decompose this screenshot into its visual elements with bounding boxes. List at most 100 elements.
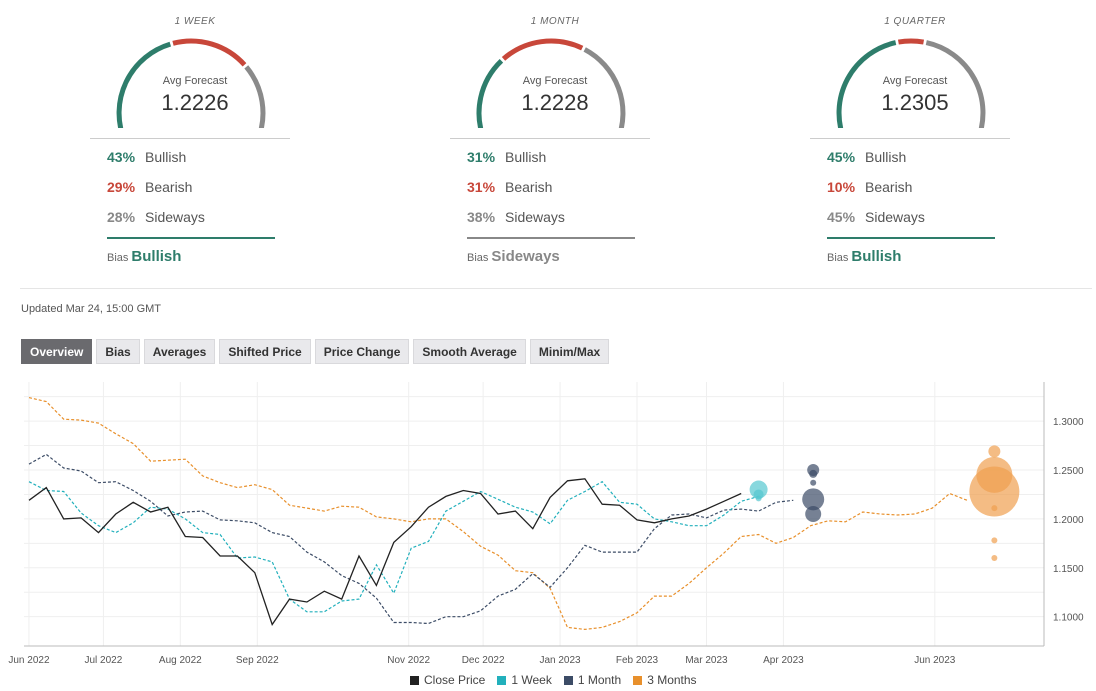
gauge-arc-sideways <box>925 40 986 128</box>
forecast-bubble-3-months <box>991 505 998 512</box>
x-tick-label: Nov 2022 <box>387 655 430 666</box>
bias-value: Bullish <box>131 248 182 265</box>
gauge-arc <box>476 38 626 128</box>
x-tick-label: Aug 2022 <box>159 655 202 666</box>
updated-timestamp: Updated Mar 24, 15:00 GMT <box>21 303 162 315</box>
tab-price-change[interactable]: Price Change <box>314 339 410 364</box>
stat-row-sideways: 28% Sideways <box>107 209 205 225</box>
bias-word: Bias <box>827 252 849 264</box>
gauge-arc-bearish <box>501 38 584 61</box>
forecast-bubble-3-months <box>991 555 998 561</box>
gauge-arc-bearish <box>897 38 925 45</box>
bias-row: Bias Sideways <box>467 248 560 266</box>
bullish-label: Bullish <box>145 149 187 165</box>
legend-label-1-month: 1 Month <box>577 673 622 687</box>
forecast-chart: 1.1000 1.1500 1.2000 1.2500 1.3000 Jun 2022 Ju… <box>8 382 1084 666</box>
sideways-pct: 45% <box>827 209 856 225</box>
bullish-label: Bullish <box>865 149 907 165</box>
gauge-arc <box>116 38 266 128</box>
bearish-pct: 29% <box>107 179 136 195</box>
sideways-pct: 38% <box>467 209 496 225</box>
gauge-value: 1.2226 <box>161 90 229 115</box>
stat-row-sideways: 45% Sideways <box>827 209 925 225</box>
forecast-bubble-1-month <box>810 479 817 486</box>
tab-minim-max[interactable]: Minim/Max <box>529 339 610 364</box>
legend-label-close-price: Close Price <box>424 673 486 687</box>
gauge-arc <box>836 38 986 128</box>
chart-legend: Close Price 1 Week 1 Month 3 Months <box>410 673 697 687</box>
tab-smooth-average[interactable]: Smooth Average <box>413 339 526 364</box>
stat-row-bearish: 31% Bearish <box>467 179 552 195</box>
bias-value: Sideways <box>491 248 560 265</box>
x-tick-label: Jan 2023 <box>539 655 581 666</box>
gauge-arc-bullish <box>476 58 504 128</box>
stat-row-bullish: 43% Bullish <box>107 149 186 165</box>
legend-label-3-months: 3 Months <box>647 673 697 687</box>
forecast-bubble-1-month <box>802 488 825 511</box>
bullish-pct: 31% <box>467 149 496 165</box>
series-line-close-price <box>28 478 742 626</box>
gauge-arc-sideways <box>583 47 626 128</box>
x-tick-label: Mar 2023 <box>685 655 728 666</box>
stat-row-bearish: 29% Bearish <box>107 179 192 195</box>
legend-swatch-1-week <box>497 675 507 685</box>
forecast-bubble-1-week <box>755 495 762 502</box>
legend-item-1-month[interactable]: 1 Month <box>563 673 622 687</box>
forecast-bubble-3-months <box>969 466 1020 517</box>
y-tick-label: 1.2500 <box>1053 466 1084 477</box>
y-tick-label: 1.1000 <box>1053 613 1084 624</box>
bullish-label: Bullish <box>505 149 547 165</box>
gauge-label: Avg Forecast <box>882 75 948 87</box>
bias-value: Bullish <box>851 248 902 265</box>
tab-bias[interactable]: Bias <box>96 339 140 364</box>
forecast-bubble-1-month <box>805 506 822 522</box>
sideways-pct: 28% <box>107 209 136 225</box>
series-line-1-week <box>28 480 759 613</box>
legend-item-close-price[interactable]: Close Price <box>410 673 485 687</box>
bias-row: Bias Bullish <box>107 248 181 266</box>
bias-word: Bias <box>107 252 129 264</box>
gauge-period: 1 MONTH <box>530 16 580 27</box>
forecast-bubble-1-month <box>809 469 818 478</box>
legend-swatch-close-price <box>410 675 419 685</box>
bearish-label: Bearish <box>145 179 193 195</box>
bias-word: Bias <box>467 252 489 264</box>
legend-swatch-3-months <box>633 675 643 685</box>
tab-averages[interactable]: Averages <box>143 339 216 364</box>
gauge-period: 1 WEEK <box>174 16 216 27</box>
legend-label-1-week: 1 Week <box>511 673 552 687</box>
x-tick-label: Dec 2022 <box>462 655 505 666</box>
stat-row-bearish: 10% Bearish <box>827 179 912 195</box>
sideways-label: Sideways <box>865 209 925 225</box>
gauge-arc-sideways <box>244 65 266 128</box>
legend-item-3-months[interactable]: 3 Months <box>633 673 697 687</box>
sideways-label: Sideways <box>505 209 565 225</box>
gauge-value: 1.2228 <box>521 90 589 115</box>
stat-row-bullish: 45% Bullish <box>827 149 906 165</box>
bias-underline <box>827 237 995 239</box>
bias-underline <box>107 237 275 239</box>
y-tick-label: 1.2000 <box>1053 515 1084 526</box>
bullish-pct: 43% <box>107 149 136 165</box>
x-tick-label: Jun 2022 <box>8 655 50 666</box>
legend-item-1-week[interactable]: 1 Week <box>497 673 552 687</box>
tab-overview[interactable]: Overview <box>21 339 93 364</box>
chart-tabs: Overview Bias Averages Shifted Price Pri… <box>21 339 610 364</box>
stat-row-bullish: 31% Bullish <box>467 149 546 165</box>
forecast-bubble-3-months <box>991 537 998 544</box>
gauge-arc-bearish <box>172 38 247 67</box>
section-divider <box>20 288 1092 289</box>
stat-row-sideways: 38% Sideways <box>467 209 565 225</box>
x-tick-label: Feb 2023 <box>616 655 659 666</box>
forecast-bubble-3-months <box>988 445 1001 458</box>
bearish-pct: 10% <box>827 179 856 195</box>
tab-shifted-price[interactable]: Shifted Price <box>219 339 311 364</box>
gauge-divider <box>450 138 650 139</box>
x-tick-label: Jul 2022 <box>85 655 123 666</box>
gauge-arc-bullish <box>836 40 897 128</box>
bias-row: Bias Bullish <box>827 248 901 266</box>
gauge-period: 1 QUARTER <box>884 16 946 27</box>
legend-swatch-1-month <box>563 675 573 685</box>
gauge-divider <box>90 138 290 139</box>
gauge-label: Avg Forecast <box>162 75 228 87</box>
